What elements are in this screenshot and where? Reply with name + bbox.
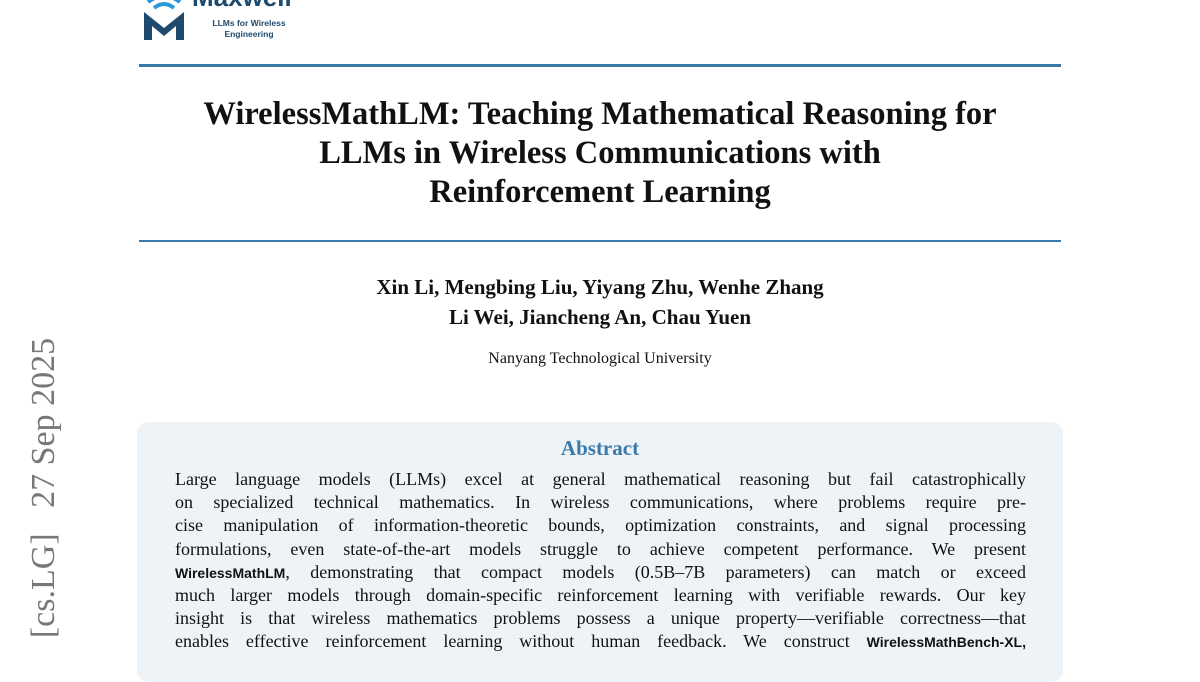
- authors: Xin Li, Mengbing Liu, Yiyang Zhu, Wenhe …: [100, 272, 1100, 332]
- affiliation: Nanyang Technological University: [488, 350, 712, 367]
- logo-tagline: LLMs for Wireless Engineering: [204, 18, 294, 40]
- abstract-line: cise manipulation of information-theoret…: [175, 514, 1026, 537]
- text-segment: cise manipulation of information-theoret…: [175, 515, 1026, 536]
- text-segment: Large language models (LLMs) excel at ge…: [175, 469, 1026, 489]
- abstract-line: Large language models (LLMs) excel at ge…: [175, 468, 1026, 491]
- bold-term: WirelessMathLM: [175, 564, 286, 581]
- title-line: LLMs in Wireless Communications with: [319, 135, 881, 171]
- paper-title: WirelessMathLM: Teaching Mathematical Re…: [100, 95, 1100, 212]
- abstract-line: formulations, even state-of-the-art mode…: [175, 538, 1026, 561]
- text-segment: enables effective reinforcement learning…: [175, 631, 867, 652]
- abstract-line: enables effective reinforcement learning…: [175, 630, 1026, 654]
- title-rule: [139, 240, 1061, 242]
- abstract-line: on specialized technical mathematics. In…: [175, 491, 1026, 514]
- text-segment: insight is that wireless mathematics pro…: [175, 608, 1026, 629]
- title-line: Reinforcement Learning: [429, 174, 771, 210]
- arxiv-stamp: [cs.LG] 27 Sep 2025: [25, 337, 62, 639]
- text-segment: on specialized technical mathematics. In…: [175, 492, 1026, 513]
- text-segment: much larger models through domain-specif…: [175, 585, 1026, 605]
- author-line: Li Wei, Jiancheng An, Chau Yuen: [448, 305, 752, 329]
- text-segment: , demonstrating that compact models (0.5…: [285, 561, 1026, 582]
- logo-tagline-line-1: LLMs for Wireless: [212, 18, 286, 28]
- abstract-line: insight is that wireless mathematics pro…: [175, 607, 1026, 630]
- top-rule: [139, 64, 1061, 67]
- text-segment: formulations, even state-of-the-art mode…: [175, 538, 1026, 559]
- logo-mark-icon: [144, 0, 184, 40]
- abstract-heading: Abstract: [560, 436, 640, 460]
- title-line: WirelessMathLM: Teaching Mathematical Re…: [203, 96, 997, 132]
- author-line: Xin Li, Mengbing Liu, Yiyang Zhu, Wenhe …: [376, 275, 824, 299]
- logo-name: Maxwell: [192, 0, 292, 10]
- bold-term: WirelessMathBench-XL,: [866, 634, 1026, 651]
- logo-tagline-line-2: Engineering: [224, 29, 274, 39]
- abstract-line: WirelessMathLM, demonstrating that compa…: [175, 561, 1026, 585]
- abstract-line: much larger models through domain-specif…: [175, 584, 1026, 607]
- abstract-box: [137, 422, 1063, 682]
